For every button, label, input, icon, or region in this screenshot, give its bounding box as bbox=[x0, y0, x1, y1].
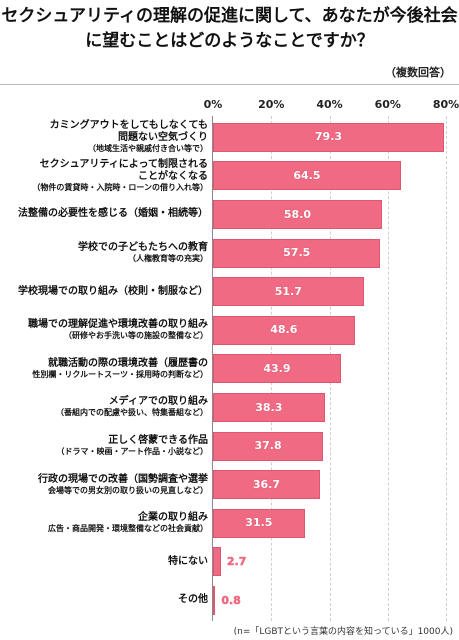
bar bbox=[213, 161, 401, 191]
bar bbox=[213, 200, 382, 229]
x-tick-label: 40% bbox=[316, 98, 343, 111]
category-label-main: 職場での理解促進や環境改善の取り組み bbox=[28, 319, 208, 331]
bar-value-label: 38.3 bbox=[255, 400, 283, 414]
bar bbox=[213, 354, 341, 384]
bar-value-label: 0.8 bbox=[221, 593, 241, 607]
category-label: 職場での理解促進や環境改善の取り組み （研修やお手洗い等の施設の整備など） bbox=[4, 311, 208, 350]
bar bbox=[213, 508, 305, 538]
category-label-sub: （ドラマ・映画・アート作品・小説など） bbox=[56, 447, 208, 457]
category-label-sub: 広告・商品開発・環境整備などの社会貢献） bbox=[48, 524, 208, 534]
category-label-sub: （地域生活や親戚付き合い等で） bbox=[88, 144, 208, 154]
bar bbox=[213, 122, 444, 152]
gridline bbox=[446, 116, 447, 621]
category-label-main: 問題ない空気づくり bbox=[118, 132, 208, 144]
sample-footnote: (n=「LGBTという言葉の内容を知っている」1000人) bbox=[233, 627, 453, 637]
category-label-sub: （研修やお手洗い等の施設の整備など） bbox=[64, 331, 208, 341]
multiple-answer-note: （複数回答） bbox=[385, 66, 451, 79]
category-label-main: 行政の現場での改善（国勢調査や選挙 bbox=[38, 473, 208, 485]
x-tick-label: 0% bbox=[203, 98, 223, 111]
category-label: 学校での子どもたちへの教育 （人権教育等の充実） bbox=[4, 234, 208, 273]
category-label-main: 就職活動の際の環境改善（履歴書の bbox=[48, 357, 208, 369]
x-tick-label: 80% bbox=[432, 98, 459, 111]
gridline bbox=[387, 116, 389, 621]
category-label: 法整備の必要性を感じる（婚姻・相続等） bbox=[4, 195, 208, 234]
category-label: 学校現場での取り組み（校則・制服など） bbox=[4, 272, 208, 311]
bar-value-label: 2.7 bbox=[226, 554, 247, 569]
bar-value-label: 43.9 bbox=[263, 361, 291, 375]
category-label-sub: 性別欄・リクルートスーツ・採用時の判断など） bbox=[32, 369, 208, 379]
bar bbox=[213, 547, 221, 577]
category-label: 正しく啓蒙できる作品 （ドラマ・映画・アート作品・小説など） bbox=[4, 427, 208, 466]
bar-value-label: 58.0 bbox=[283, 207, 312, 221]
category-label-main: カミングアウトをしてもしなくても bbox=[49, 120, 208, 132]
category-label: メディアでの取り組み （番組内での配慮や扱い、特集番組など） bbox=[4, 388, 208, 427]
category-label-main: その他 bbox=[178, 594, 208, 606]
bar-value-label: 37.8 bbox=[254, 439, 282, 453]
bar-value-label: 64.5 bbox=[293, 168, 321, 182]
bar-value-label: 31.5 bbox=[245, 516, 273, 530]
x-tick-label: 20% bbox=[258, 98, 285, 111]
category-label-main: 正しく啓蒙できる作品 bbox=[108, 435, 208, 447]
category-label-main: 学校での子どもたちへの教育 bbox=[78, 242, 208, 254]
bar bbox=[213, 238, 381, 268]
category-label-sub: 会場等での男女別の取り扱いの見直しなど） bbox=[48, 485, 208, 495]
bar-value-label: 57.5 bbox=[283, 246, 311, 260]
category-label-sub: （物件の賃貸時・入院時・ローンの借り入れ等） bbox=[32, 182, 208, 192]
bar bbox=[213, 470, 320, 500]
bar bbox=[213, 277, 364, 307]
bar bbox=[213, 315, 355, 345]
category-label: 企業の取り組み 広告・商品開発・環境整備などの社会貢献） bbox=[4, 504, 208, 543]
chart-title: セクシュアリティの理解の促進に関して、あなたが今後社会に望むことはどのようなこと… bbox=[1, 6, 458, 51]
title-divider bbox=[0, 84, 459, 85]
category-label-sub: （番組内での配慮や扱い、特集番組など） bbox=[56, 408, 208, 418]
bar-value-label: 48.6 bbox=[270, 323, 298, 337]
y-axis-line bbox=[212, 116, 213, 621]
category-label-main: 企業の取り組み bbox=[138, 512, 208, 524]
category-label-main: セクシュアリティによって制限される bbox=[39, 158, 208, 170]
bar-value-label: 36.7 bbox=[252, 477, 280, 491]
category-label: セクシュアリティによって制限される ことがなくなる （物件の賃貸時・入院時・ローンの… bbox=[4, 157, 208, 196]
bar bbox=[213, 431, 324, 461]
bar-value-label: 51.7 bbox=[274, 284, 302, 298]
bar bbox=[213, 586, 216, 615]
category-label-main: メディアでの取り組み bbox=[108, 396, 208, 408]
category-label-sub: （人権教育等の充実） bbox=[128, 254, 208, 264]
category-label: その他 bbox=[4, 581, 208, 620]
category-label-main: 学校現場での取り組み（校則・制服など） bbox=[18, 285, 208, 297]
category-label: 就職活動の際の環境改善（履歴書の 性別欄・リクルートスーツ・採用時の判断など） bbox=[4, 350, 208, 389]
category-label: カミングアウトをしてもしなくても 問題ない空気づくり （地域生活や親戚付き合い等で） bbox=[4, 118, 208, 157]
category-label: 特にない bbox=[4, 543, 208, 582]
bar bbox=[213, 393, 325, 422]
category-label-main: 特にない bbox=[168, 555, 208, 567]
x-tick-label: 60% bbox=[374, 98, 401, 111]
category-label-main: ことがなくなる bbox=[138, 170, 208, 182]
bar-value-label: 79.3 bbox=[314, 130, 343, 144]
category-label: 行政の現場での改善（国勢調査や選挙 会場等での男女別の取り扱いの見直しなど） bbox=[4, 465, 208, 504]
category-label-main: 法整備の必要性を感じる（婚姻・相続等） bbox=[18, 208, 208, 220]
